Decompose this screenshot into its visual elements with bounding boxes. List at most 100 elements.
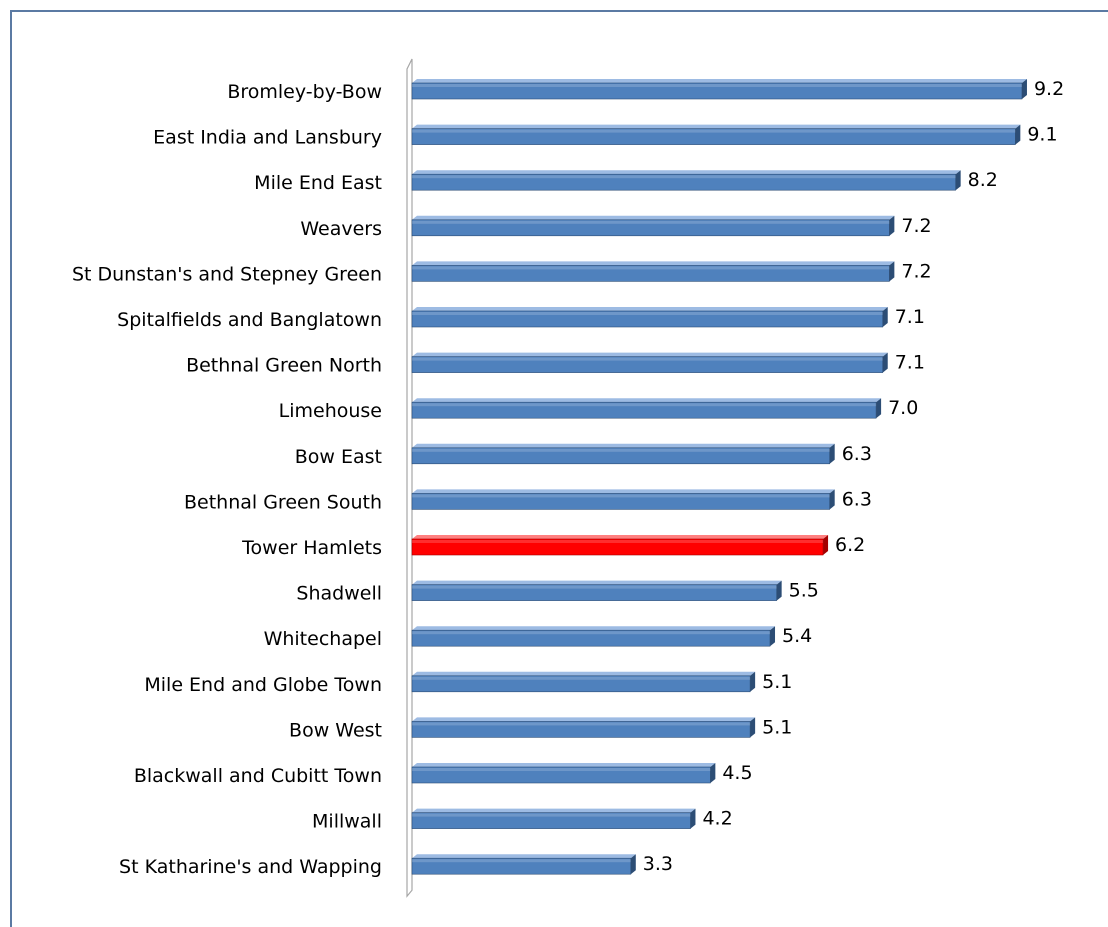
bar xyxy=(411,443,835,465)
data-label: 5.5 xyxy=(789,580,819,602)
category-label: Whitechapel xyxy=(264,628,382,650)
bar-top-face xyxy=(412,535,829,539)
bar-front-face xyxy=(411,629,771,647)
bar xyxy=(411,854,636,875)
data-label: 7.1 xyxy=(895,352,925,374)
bar-shine xyxy=(412,84,1022,87)
data-label: 5.1 xyxy=(762,716,792,738)
bar-front-face xyxy=(411,812,691,829)
bar-top-face xyxy=(412,79,1027,83)
bar-side-face xyxy=(770,626,776,647)
bar-top-face xyxy=(412,580,782,585)
bar-front-face xyxy=(411,219,890,237)
bar-shine xyxy=(412,448,830,452)
chart-back-wall xyxy=(406,58,413,898)
bar xyxy=(411,261,895,282)
bars-group xyxy=(411,79,1027,875)
bar-front-face xyxy=(411,401,877,419)
bar xyxy=(411,398,882,419)
bar-side-face xyxy=(630,854,636,875)
chart-frame: Bromley-by-Bow East India and Lansbury Mil… xyxy=(10,10,1108,927)
bar-shine xyxy=(412,312,883,315)
bar-shine xyxy=(412,859,631,863)
category-label: Mile End and Globe Town xyxy=(144,674,382,696)
category-label: East India and Lansbury xyxy=(153,127,382,149)
category-label: St Katharine's and Wapping xyxy=(119,856,382,878)
category-labels-group: Bromley-by-Bow East India and Lansbury Mil… xyxy=(72,81,382,878)
bar xyxy=(411,489,835,510)
bar-chart: Bromley-by-Bow East India and Lansbury Mil… xyxy=(72,58,1064,898)
bar-shine xyxy=(412,266,890,270)
bar-top-face xyxy=(412,170,961,175)
data-label: 5.4 xyxy=(782,625,812,647)
bar xyxy=(411,352,888,373)
bar xyxy=(411,124,1021,145)
category-label: Bromley-by-Bow xyxy=(227,81,382,103)
category-label: Mile End East xyxy=(254,172,382,194)
bar xyxy=(411,580,782,601)
bar xyxy=(411,671,756,693)
data-label: 4.2 xyxy=(702,808,732,830)
chart-wall xyxy=(406,58,413,898)
data-label: 7.1 xyxy=(895,306,925,328)
bar-side-face xyxy=(1015,124,1021,145)
category-label: Shadwell xyxy=(296,583,382,605)
bar-front-face xyxy=(411,265,890,282)
bar-top-face xyxy=(412,443,835,448)
bar-shine xyxy=(412,220,890,224)
bar-side-face xyxy=(882,352,888,373)
category-label: Tower Hamlets xyxy=(241,537,382,559)
bar-front-face xyxy=(411,128,1016,145)
bar-highlight xyxy=(411,535,829,556)
data-label: 3.3 xyxy=(643,853,673,875)
bar-shine xyxy=(412,403,877,407)
bar-shine xyxy=(412,175,956,179)
bar xyxy=(411,717,756,738)
bar-side-face xyxy=(1021,79,1027,99)
bar-shine xyxy=(412,768,711,771)
data-label: 6.2 xyxy=(835,534,865,556)
bar-front-face xyxy=(411,310,884,328)
bar-top-face xyxy=(412,307,888,311)
bar-shine xyxy=(412,676,751,680)
data-label: 6.3 xyxy=(842,488,872,510)
bar-side-face xyxy=(750,671,756,692)
bar xyxy=(411,808,696,829)
bar-front-face xyxy=(411,584,777,601)
bar-front-face xyxy=(411,721,751,738)
data-label: 6.3 xyxy=(842,443,872,465)
bar-top-face xyxy=(412,671,756,676)
bar-top-face xyxy=(412,398,882,403)
bar-front-face xyxy=(411,447,830,465)
bar xyxy=(411,307,888,328)
bar-top-face xyxy=(412,352,888,357)
bar xyxy=(411,215,895,237)
bar-shine xyxy=(412,129,1016,133)
bar-front-face xyxy=(411,538,824,556)
bar-shine xyxy=(412,540,824,543)
category-label: St Dunstan's and Stepney Green xyxy=(72,263,382,285)
category-label: Limehouse xyxy=(279,400,382,422)
bar-front-face xyxy=(411,82,1023,100)
bar-shine xyxy=(412,722,751,726)
bar-top-face xyxy=(412,854,636,859)
category-label: Weavers xyxy=(300,218,382,240)
bar-side-face xyxy=(876,398,882,419)
bar-front-face xyxy=(411,173,956,191)
category-label: Bow East xyxy=(295,446,382,468)
bar-shine xyxy=(412,813,691,817)
bar-side-face xyxy=(829,443,835,464)
bar-top-face xyxy=(412,717,756,722)
bar-top-face xyxy=(412,261,895,266)
data-label: 8.2 xyxy=(968,169,998,191)
bar-top-face xyxy=(412,124,1021,129)
category-label: Millwall xyxy=(312,811,382,833)
bar-side-face xyxy=(889,261,895,282)
bar-side-face xyxy=(750,717,756,738)
bar xyxy=(411,763,716,784)
bar xyxy=(411,79,1027,100)
category-label: Spitalfields and Banglatown xyxy=(117,309,382,331)
category-label: Blackwall and Cubitt Town xyxy=(134,765,382,787)
bar-top-face xyxy=(412,626,776,631)
bar-side-face xyxy=(955,170,961,191)
